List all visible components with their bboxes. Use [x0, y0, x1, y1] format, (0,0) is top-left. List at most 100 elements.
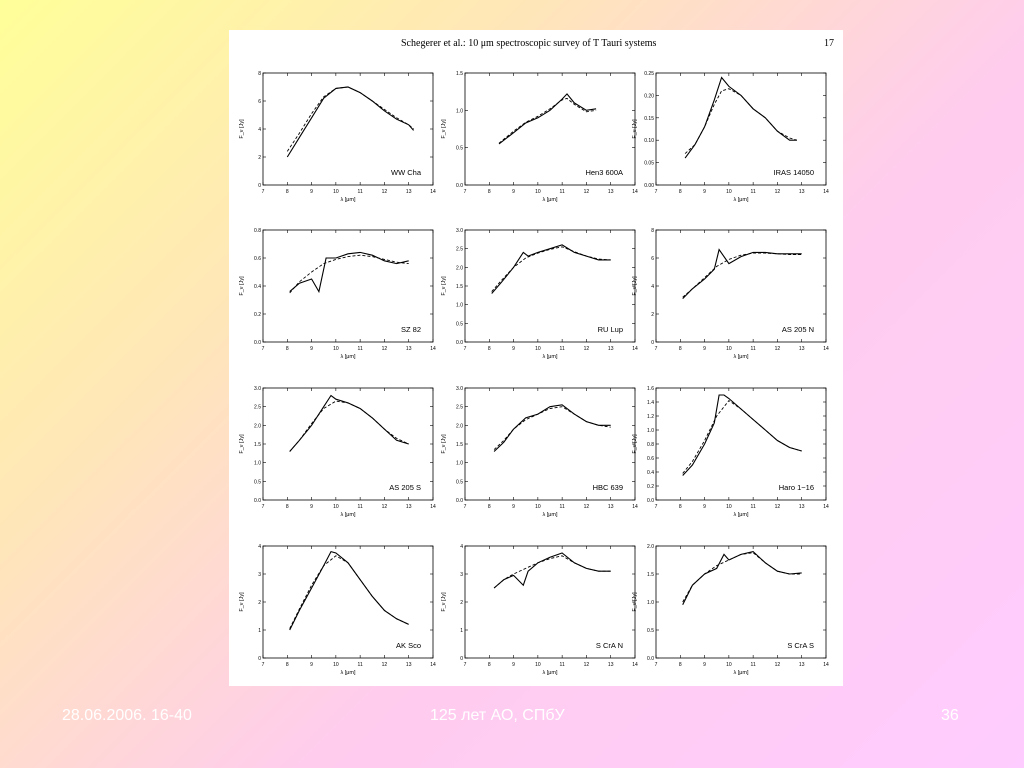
y-tick-label: 1.5 — [456, 442, 463, 448]
y-tick-label: 0.25 — [644, 71, 654, 77]
x-tick-label: 11 — [751, 662, 756, 668]
object-name-label: S CrA N — [596, 641, 623, 650]
model-line — [289, 400, 409, 452]
y-tick-label: 2.5 — [456, 405, 463, 411]
x-tick-label: 8 — [286, 662, 289, 668]
model-line — [289, 254, 409, 294]
y-tick-label: 1.5 — [456, 284, 463, 290]
x-tick-label: 7 — [655, 504, 658, 510]
y-tick-label: 1.0 — [254, 461, 261, 467]
x-tick-label: 9 — [512, 504, 515, 510]
x-axis-label: λ [μm] — [340, 512, 356, 518]
y-tick-label: 1.0 — [647, 428, 654, 434]
y-tick-label: 3.0 — [254, 386, 261, 392]
model-line — [684, 88, 798, 154]
y-tick-label: 0.05 — [644, 161, 654, 167]
x-tick-label: 14 — [632, 662, 638, 668]
footer-center-text: 125 лет АО, СПбУ — [430, 707, 565, 724]
y-tick-label: 1.0 — [456, 108, 463, 114]
x-tick-label: 7 — [262, 504, 265, 510]
y-tick-label: 0.5 — [456, 321, 463, 327]
y-axis-label: F_ν [Jy] — [441, 276, 447, 296]
x-tick-label: 7 — [464, 662, 467, 668]
x-axis-label: λ [μm] — [340, 197, 356, 203]
y-tick-label: 0.20 — [644, 93, 654, 99]
model-line — [493, 406, 611, 450]
x-axis-label: λ [μm] — [340, 670, 356, 676]
y-tick-label: 3.0 — [456, 386, 463, 392]
object-name-label: S CrA S — [787, 641, 814, 650]
x-tick-label: 12 — [584, 662, 590, 668]
x-tick-label: 12 — [775, 189, 781, 195]
x-axis-label: λ [μm] — [542, 197, 558, 203]
object-name-label: AS 205 N — [782, 325, 814, 334]
x-tick-label: 11 — [751, 189, 756, 195]
observed-spectrum-line — [289, 550, 409, 631]
plot-frame — [464, 72, 636, 186]
y-tick-label: 0.15 — [644, 116, 654, 122]
x-tick-label: 10 — [535, 504, 541, 510]
x-tick-label: 11 — [560, 504, 565, 510]
x-tick-label: 14 — [430, 662, 436, 668]
x-tick-label: 8 — [488, 189, 491, 195]
y-tick-label: 3.0 — [456, 228, 463, 234]
model-line — [498, 97, 597, 144]
x-tick-label: 14 — [632, 189, 638, 195]
footer-date: 28.06.2006. 16-40 — [62, 707, 192, 724]
y-tick-label: 1 — [460, 628, 463, 634]
y-tick-label: 2.0 — [456, 265, 463, 271]
y-tick-label: 0.0 — [254, 498, 261, 504]
model-line — [682, 399, 802, 474]
paper-page-number: 17 — [824, 38, 834, 49]
observed-spectrum-line — [289, 394, 409, 452]
paper-header-title: Schegerer et al.: 10 μm spectroscopic su… — [401, 38, 657, 49]
spectrum-panel: 7 8 9 10 11 12 13 14 0 2 4 6 8 λ [μm] F_ν [Jy] AS 205 N — [632, 228, 829, 360]
y-axis-label: F_ν [Jy] — [441, 434, 447, 454]
y-tick-label: 4 — [651, 284, 654, 290]
x-tick-label: 10 — [726, 662, 732, 668]
x-axis-label: λ [μm] — [733, 512, 749, 518]
y-axis-label: F_ν [Jy] — [239, 434, 245, 454]
y-tick-label: 4 — [258, 544, 261, 550]
x-tick-label: 13 — [608, 346, 614, 352]
x-tick-label: 10 — [726, 346, 732, 352]
y-tick-label: 4 — [460, 544, 463, 550]
x-tick-label: 10 — [333, 504, 339, 510]
x-tick-label: 11 — [751, 504, 756, 510]
x-tick-label: 10 — [333, 189, 339, 195]
x-tick-label: 14 — [632, 346, 638, 352]
y-tick-label: 3 — [258, 572, 261, 578]
x-tick-label: 10 — [333, 346, 339, 352]
x-tick-label: 11 — [358, 504, 363, 510]
x-axis-label: λ [μm] — [733, 354, 749, 360]
x-tick-label: 14 — [823, 346, 829, 352]
x-tick-label: 14 — [430, 189, 436, 195]
x-tick-label: 8 — [679, 662, 682, 668]
spectrum-panel: 7 8 9 10 11 12 13 14 0.0 0.5 1.0 1.5 2.0 2.5 3.0 λ [μm]… — [441, 228, 638, 360]
x-tick-label: 7 — [262, 189, 265, 195]
y-tick-label: 2 — [258, 600, 261, 606]
observed-spectrum-line — [289, 251, 409, 294]
model-line — [682, 552, 802, 603]
footer-slide-number: 36 — [941, 707, 959, 724]
x-tick-label: 7 — [655, 189, 658, 195]
x-tick-label: 11 — [560, 346, 565, 352]
y-tick-label: 2.0 — [456, 423, 463, 429]
x-tick-label: 9 — [310, 504, 313, 510]
paper-figure-page: Schegerer et al.: 10 μm spectroscopic su… — [229, 30, 843, 686]
x-tick-label: 9 — [310, 662, 313, 668]
y-tick-label: 6 — [651, 256, 654, 262]
observed-spectrum-line — [493, 404, 611, 452]
x-tick-label: 13 — [608, 504, 614, 510]
y-axis-label: F_ν [Jy] — [632, 276, 638, 296]
y-tick-label: 0 — [460, 656, 463, 662]
y-tick-label: 0.5 — [647, 628, 654, 634]
spectrum-panel: 7 8 9 10 11 12 13 14 0.0 0.5 1.0 1.5 2.0 2.5 3.0 λ [μm]… — [441, 386, 638, 518]
object-name-label: WW Cha — [391, 168, 422, 177]
spectrum-panel: 7 8 9 10 11 12 13 14 0.00 0.05 0.10 0.15 0.20 0.25 λ [… — [632, 71, 829, 203]
y-tick-label: 0.00 — [644, 183, 654, 189]
y-tick-label: 4 — [258, 127, 261, 133]
y-axis-label: F_ν [Jy] — [632, 434, 638, 454]
